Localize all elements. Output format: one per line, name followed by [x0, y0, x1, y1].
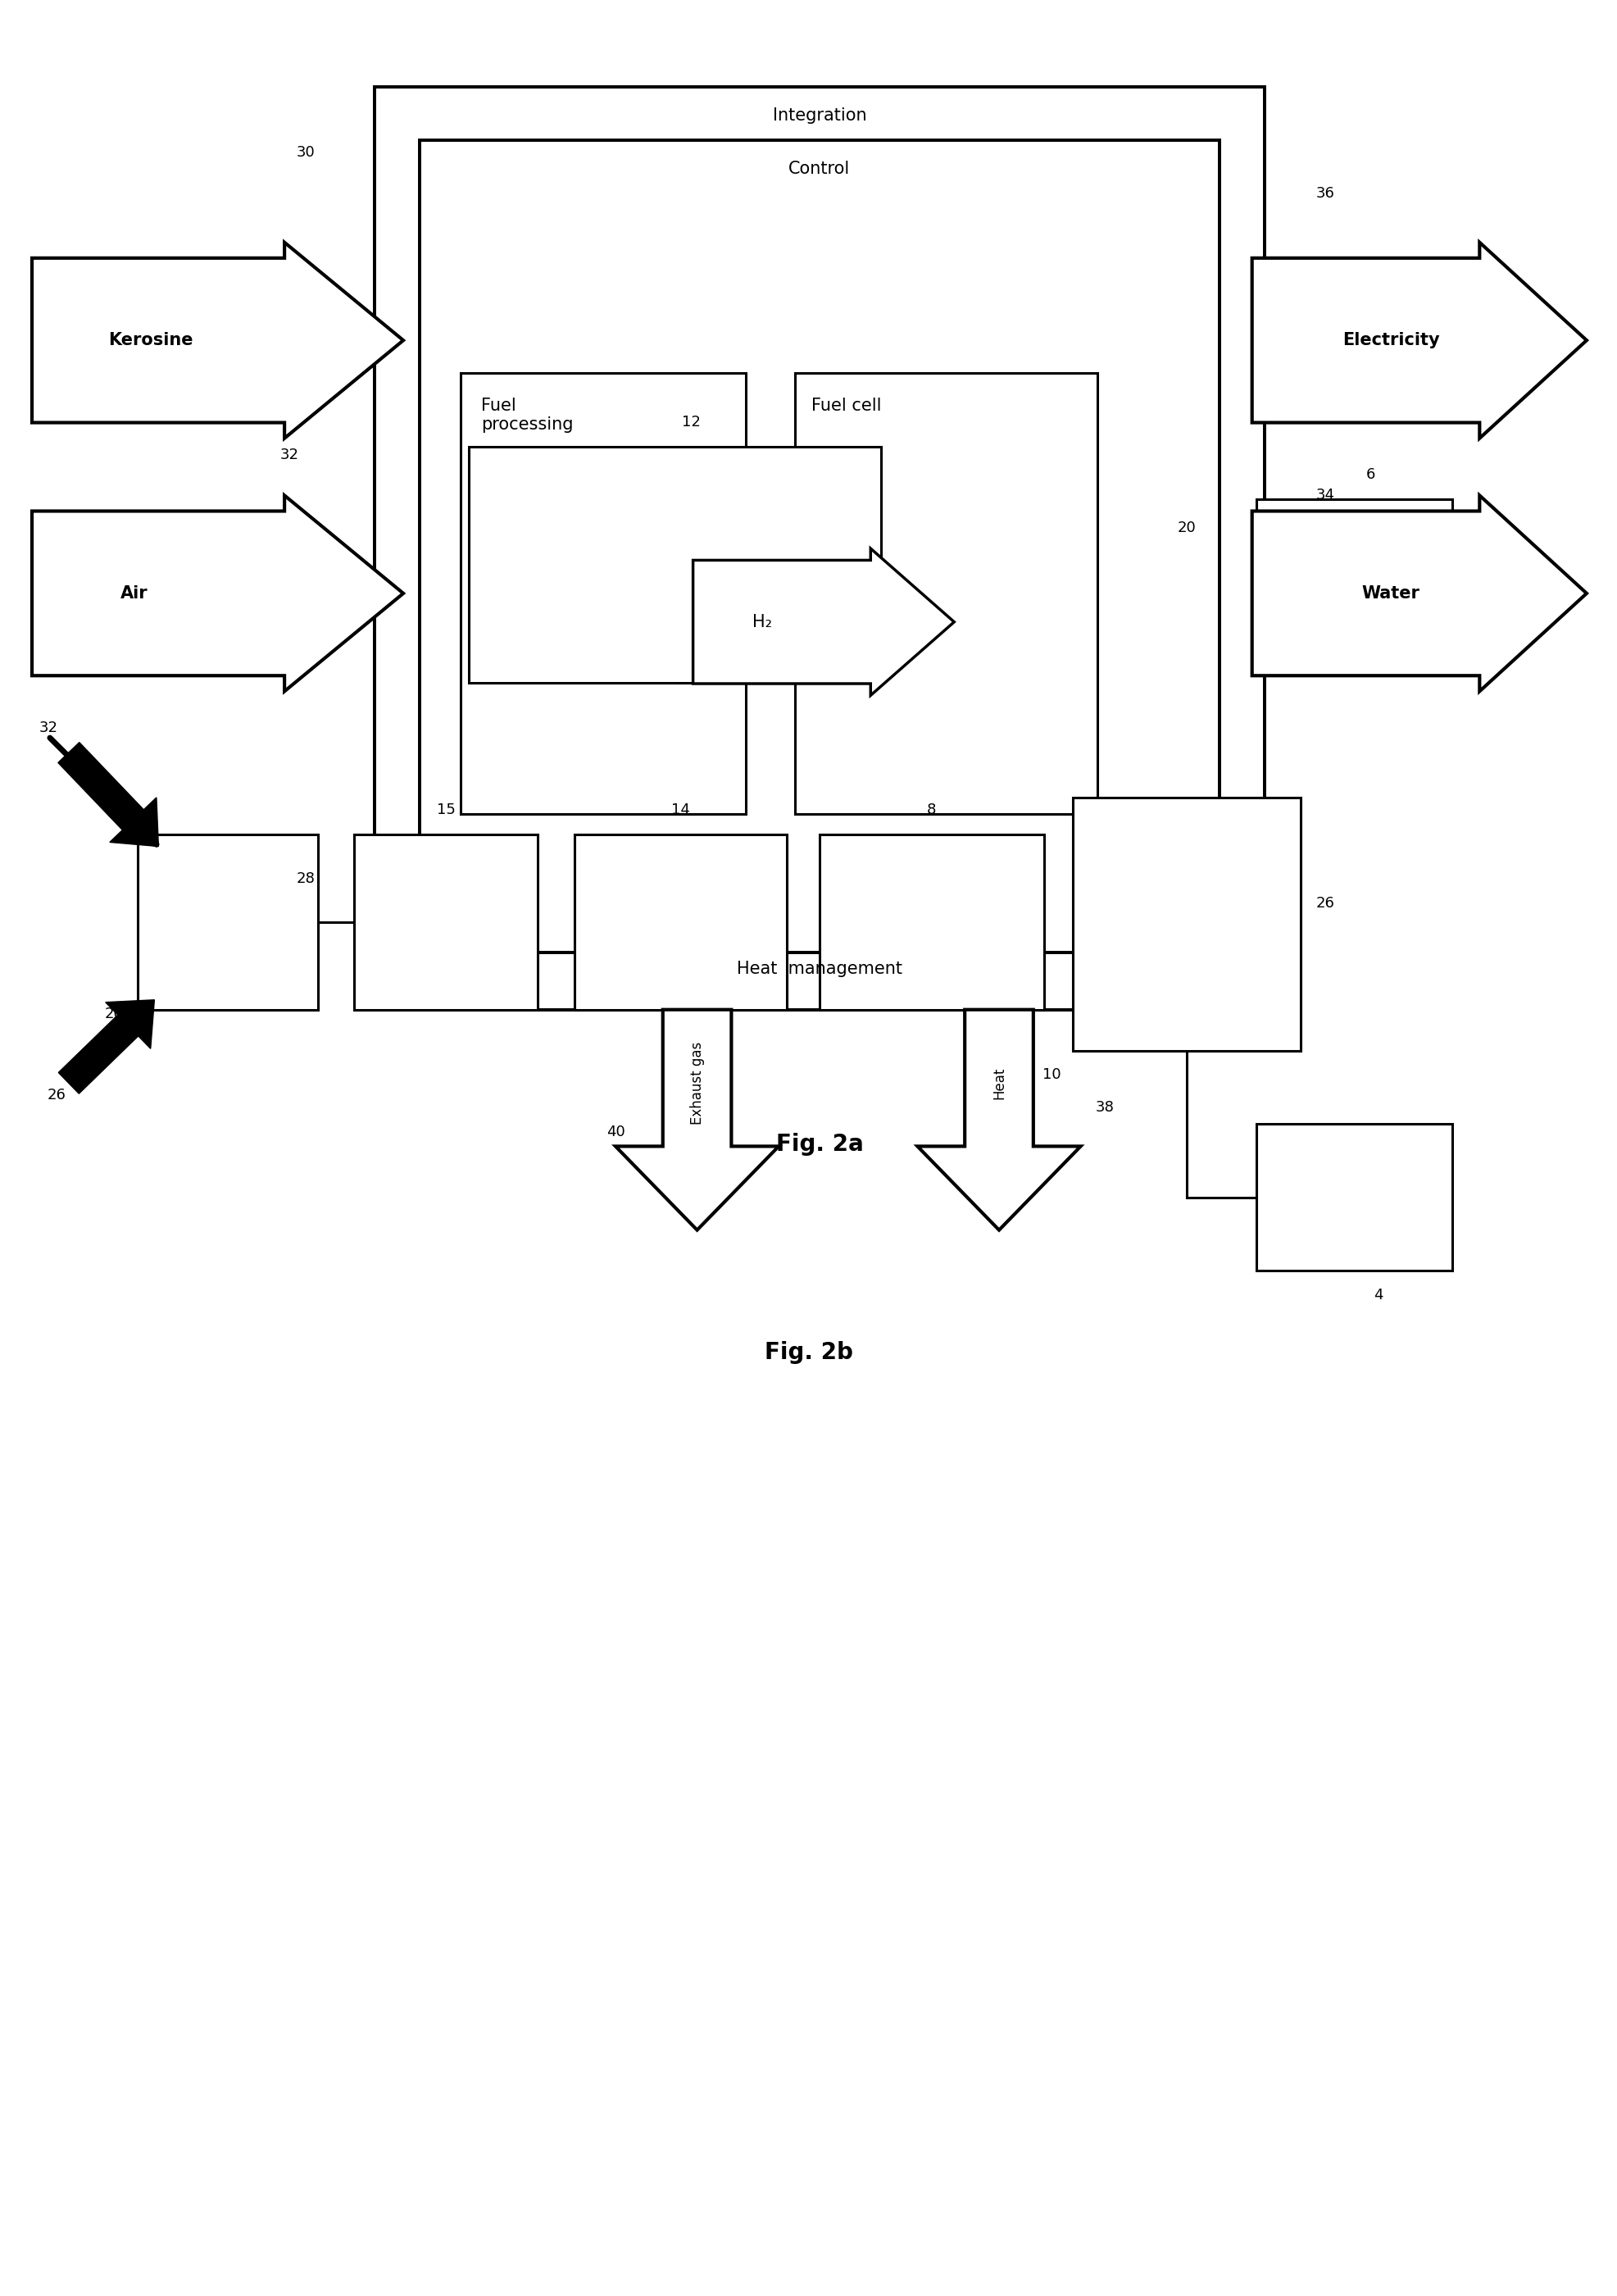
Polygon shape: [694, 549, 954, 696]
Polygon shape: [1252, 496, 1586, 691]
Text: 20: 20: [1177, 521, 1197, 535]
Text: 32: 32: [280, 448, 299, 461]
Text: 8: 8: [927, 801, 936, 817]
Polygon shape: [32, 496, 403, 691]
Text: 12: 12: [682, 416, 700, 429]
Text: Exhaust gas: Exhaust gas: [690, 1042, 705, 1125]
FancyBboxPatch shape: [1256, 501, 1452, 643]
Polygon shape: [616, 1010, 779, 1231]
Text: 20: 20: [103, 1006, 123, 1022]
FancyBboxPatch shape: [676, 560, 847, 684]
Text: Air: Air: [120, 585, 147, 602]
Text: 26: 26: [1316, 895, 1336, 912]
Text: 32: 32: [39, 721, 58, 735]
FancyBboxPatch shape: [796, 372, 1096, 813]
FancyBboxPatch shape: [137, 833, 317, 1010]
Polygon shape: [32, 243, 403, 439]
Text: Kerosine: Kerosine: [108, 333, 192, 349]
FancyBboxPatch shape: [574, 833, 787, 1010]
FancyBboxPatch shape: [354, 833, 538, 1010]
FancyBboxPatch shape: [420, 140, 1219, 953]
Text: 10: 10: [1043, 1068, 1061, 1081]
Text: 40: 40: [606, 1125, 624, 1139]
Text: 15: 15: [437, 801, 456, 817]
Text: 38: 38: [1096, 1100, 1114, 1116]
Text: 4: 4: [1374, 1288, 1383, 1302]
FancyBboxPatch shape: [820, 833, 1045, 1010]
Text: Control: Control: [789, 161, 851, 177]
Text: 28: 28: [296, 872, 315, 886]
Text: 14: 14: [671, 801, 690, 817]
Text: H₂: H₂: [752, 613, 773, 629]
Text: 34: 34: [1316, 489, 1336, 503]
Polygon shape: [917, 1010, 1080, 1231]
Text: Fuel cell: Fuel cell: [812, 397, 881, 413]
Polygon shape: [58, 999, 154, 1093]
FancyBboxPatch shape: [461, 372, 745, 813]
Text: 6: 6: [1366, 468, 1374, 482]
FancyBboxPatch shape: [375, 87, 1264, 1010]
Text: Heat: Heat: [991, 1068, 1006, 1100]
Polygon shape: [1252, 243, 1586, 439]
FancyBboxPatch shape: [1256, 1125, 1452, 1272]
Polygon shape: [58, 742, 158, 847]
Text: Water: Water: [1362, 585, 1420, 602]
Text: Electricity: Electricity: [1342, 333, 1439, 349]
Text: Integration: Integration: [773, 108, 867, 124]
Text: Fuel
processing: Fuel processing: [480, 397, 572, 434]
Text: 26: 26: [47, 1088, 66, 1102]
FancyBboxPatch shape: [1072, 797, 1302, 1052]
Text: 36: 36: [1316, 186, 1336, 200]
Text: Fig. 2b: Fig. 2b: [765, 1341, 854, 1364]
Text: Heat  management: Heat management: [737, 960, 902, 978]
Text: Fig. 2a: Fig. 2a: [776, 1132, 863, 1155]
FancyBboxPatch shape: [469, 445, 881, 684]
Text: 30: 30: [296, 145, 315, 161]
